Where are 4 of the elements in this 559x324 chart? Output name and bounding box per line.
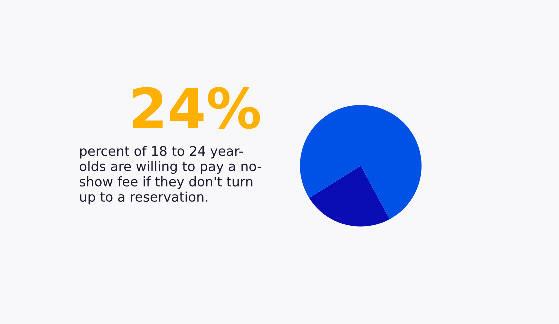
text: percent of 18 to 24 year- olds are willing to pay a no- show fee if they don't turn up to a reservation. bbox=[80, 146, 262, 205]
pie-slice bbox=[309, 166, 390, 227]
pie-slice bbox=[300, 105, 422, 220]
chart-title: 24% bbox=[133, 87, 260, 130]
